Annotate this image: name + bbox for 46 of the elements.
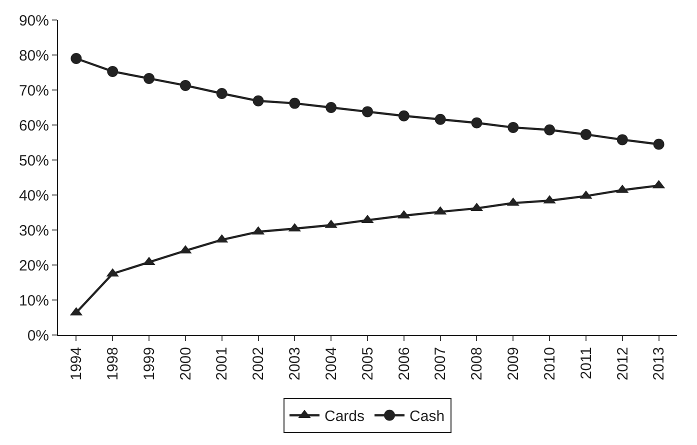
point xyxy=(580,128,592,140)
point xyxy=(398,110,410,122)
x-tick-label: 2009 xyxy=(505,347,522,380)
x-tick-label: 2006 xyxy=(396,347,413,380)
y-tick-label: 90% xyxy=(18,12,49,30)
y-tick-label: 40% xyxy=(18,187,49,204)
y-tick-label: 0% xyxy=(27,327,49,344)
point xyxy=(70,53,82,64)
point xyxy=(362,106,373,118)
point xyxy=(107,66,118,77)
y-tick-label: 80% xyxy=(18,47,49,64)
x-tick-label: 1998 xyxy=(104,347,122,380)
x-tick-label: 2010 xyxy=(541,347,558,380)
point xyxy=(180,80,191,91)
x-tick-label: 2007 xyxy=(432,347,450,380)
y-tick-label: 20% xyxy=(18,257,49,274)
legend-label: Cash xyxy=(410,408,445,426)
x-tick-label: 2005 xyxy=(359,347,376,380)
y-tick-label: 70% xyxy=(18,82,49,100)
x-tick-label: 2008 xyxy=(468,347,486,380)
point xyxy=(508,122,519,133)
y-tick-label: 30% xyxy=(18,222,49,240)
x-tick-label: 2011 xyxy=(578,347,595,380)
x-tick-label: 2012 xyxy=(614,347,632,380)
x-tick-label: 2004 xyxy=(322,347,340,380)
x-tick-label: 2003 xyxy=(286,347,304,380)
point xyxy=(471,117,482,128)
y-tick-label: 10% xyxy=(18,292,49,310)
point xyxy=(544,124,556,136)
x-tick-label: 2001 xyxy=(214,347,231,380)
point xyxy=(653,138,664,150)
point xyxy=(144,72,155,84)
point xyxy=(434,114,446,125)
y-tick-label: 50% xyxy=(18,152,49,170)
legend-label: Cards xyxy=(324,408,365,426)
x-tick-label: 2000 xyxy=(177,347,194,380)
y-tick-label: 60% xyxy=(18,117,49,134)
point xyxy=(616,134,628,146)
x-tick-label: 2002 xyxy=(250,347,268,380)
point xyxy=(252,95,264,106)
point xyxy=(216,88,228,99)
x-tick-label: 2013 xyxy=(650,347,668,380)
point xyxy=(326,102,337,113)
x-tick-label: 1999 xyxy=(140,347,158,380)
x-tick-label: 1994 xyxy=(68,347,86,380)
point xyxy=(289,98,300,109)
